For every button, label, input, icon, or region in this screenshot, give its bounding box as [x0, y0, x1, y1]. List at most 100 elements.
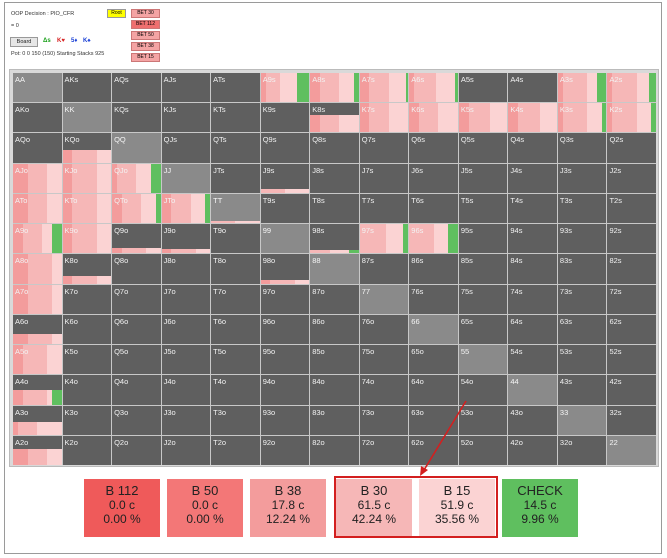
hand-cell-t9s[interactable]: T9s [260, 193, 310, 224]
hand-cell-97o[interactable]: 97o [260, 284, 310, 314]
hand-cell-aa[interactable]: AA [13, 73, 62, 103]
hand-cell-k6o[interactable]: K6o [62, 314, 112, 345]
hand-cell-77[interactable]: 77 [359, 284, 409, 314]
hand-cell-j4o[interactable]: J4o [161, 375, 211, 405]
hand-cell-kqo[interactable]: KQo [62, 133, 112, 163]
hand-cell-a7o[interactable]: A7o [13, 284, 62, 314]
hand-cell-kqs[interactable]: KQs [112, 103, 161, 133]
hand-cell-q3o[interactable]: Q3o [112, 405, 161, 435]
hand-cell-63s[interactable]: 63s [557, 314, 607, 345]
hand-cell-qjs[interactable]: QJs [161, 133, 211, 163]
hand-cell-q6o[interactable]: Q6o [112, 314, 161, 345]
hand-cell-qto[interactable]: QTo [112, 193, 161, 224]
hand-cell-a8o[interactable]: A8o [13, 254, 62, 284]
hand-cell-aqo[interactable]: AQo [13, 133, 62, 163]
hand-cell-t4o[interactable]: T4o [211, 375, 260, 405]
hand-cell-75s[interactable]: 75s [458, 284, 508, 314]
hand-cell-92o[interactable]: 92o [260, 435, 310, 465]
action-b30[interactable]: B 30 61.5 c 42.24 % [336, 479, 412, 537]
hand-cell-jto[interactable]: JTo [161, 193, 211, 224]
hand-cell-j3o[interactable]: J3o [161, 405, 211, 435]
hand-cell-t7o[interactable]: T7o [211, 284, 260, 314]
hand-cell-q5o[interactable]: Q5o [112, 345, 161, 375]
hand-cell-t4s[interactable]: T4s [508, 193, 557, 224]
hand-cell-qts[interactable]: QTs [211, 133, 260, 163]
hand-cell-95s[interactable]: 95s [458, 224, 508, 254]
hand-cell-ajs[interactable]: AJs [161, 73, 211, 103]
hand-cell-q8o[interactable]: Q8o [112, 254, 161, 284]
hand-cell-j9s[interactable]: J9s [260, 163, 310, 193]
hand-cell-t5s[interactable]: T5s [458, 193, 508, 224]
hand-cell-62o[interactable]: 62o [409, 435, 458, 465]
hand-cell-j2o[interactable]: J2o [161, 435, 211, 465]
hand-cell-a6o[interactable]: A6o [13, 314, 62, 345]
hand-cell-66[interactable]: 66 [409, 314, 458, 345]
hand-cell-86s[interactable]: 86s [409, 254, 458, 284]
hand-cell-76s[interactable]: 76s [409, 284, 458, 314]
hand-cell-94o[interactable]: 94o [260, 375, 310, 405]
hand-cell-97s[interactable]: 97s [359, 224, 409, 254]
hand-cell-k5s[interactable]: K5s [458, 103, 508, 133]
action-b15[interactable]: B 15 51.9 c 35.56 % [419, 479, 495, 537]
hand-cell-a6s[interactable]: A6s [409, 73, 458, 103]
hand-cell-42s[interactable]: 42s [607, 375, 656, 405]
hand-cell-22[interactable]: 22 [607, 435, 656, 465]
hand-cell-83o[interactable]: 83o [310, 405, 359, 435]
hand-cell-kjs[interactable]: KJs [161, 103, 211, 133]
hand-cell-t7s[interactable]: T7s [359, 193, 409, 224]
hand-cell-92s[interactable]: 92s [607, 224, 656, 254]
hand-cell-54o[interactable]: 54o [458, 375, 508, 405]
hand-cell-q2s[interactable]: Q2s [607, 133, 656, 163]
hand-cell-a8s[interactable]: A8s [310, 73, 359, 103]
hand-cell-k2o[interactable]: K2o [62, 435, 112, 465]
hand-cell-q4o[interactable]: Q4o [112, 375, 161, 405]
hand-cell-j6o[interactable]: J6o [161, 314, 211, 345]
hand-cell-93s[interactable]: 93s [557, 224, 607, 254]
hand-cell-q7s[interactable]: Q7s [359, 133, 409, 163]
hand-cell-k6s[interactable]: K6s [409, 103, 458, 133]
hand-cell-j2s[interactable]: J2s [607, 163, 656, 193]
hand-cell-k3o[interactable]: K3o [62, 405, 112, 435]
hand-cell-73o[interactable]: 73o [359, 405, 409, 435]
hand-cell-t3s[interactable]: T3s [557, 193, 607, 224]
hand-cell-94s[interactable]: 94s [508, 224, 557, 254]
hand-cell-jj[interactable]: JJ [161, 163, 211, 193]
hand-cell-t6o[interactable]: T6o [211, 314, 260, 345]
hand-cell-a5o[interactable]: A5o [13, 345, 62, 375]
hand-cell-j5o[interactable]: J5o [161, 345, 211, 375]
hand-cell-t3o[interactable]: T3o [211, 405, 260, 435]
tree-root-node[interactable]: Root [107, 9, 126, 18]
hand-cell-74s[interactable]: 74s [508, 284, 557, 314]
hand-cell-ako[interactable]: AKo [13, 103, 62, 133]
hand-cell-84o[interactable]: 84o [310, 375, 359, 405]
hand-cell-64o[interactable]: 64o [409, 375, 458, 405]
hand-cell-aqs[interactable]: AQs [112, 73, 161, 103]
hand-cell-43o[interactable]: 43o [508, 405, 557, 435]
hand-cell-k4o[interactable]: K4o [62, 375, 112, 405]
hand-cell-k5o[interactable]: K5o [62, 345, 112, 375]
hand-cell-a9s[interactable]: A9s [260, 73, 310, 103]
hand-cell-kjo[interactable]: KJo [62, 163, 112, 193]
tree-node-bet-15[interactable]: BET 15 [131, 53, 160, 62]
hand-cell-85s[interactable]: 85s [458, 254, 508, 284]
hand-cell-q2o[interactable]: Q2o [112, 435, 161, 465]
tree-node-bet-38[interactable]: BET 38 [131, 42, 160, 51]
hand-cell-52s[interactable]: 52s [607, 345, 656, 375]
hand-cell-k4s[interactable]: K4s [508, 103, 557, 133]
hand-cell-a4o[interactable]: A4o [13, 375, 62, 405]
hand-cell-96s[interactable]: 96s [409, 224, 458, 254]
hand-cell-52o[interactable]: 52o [458, 435, 508, 465]
hand-cell-55[interactable]: 55 [458, 345, 508, 375]
tree-node-bet-112[interactable]: BET 112 [131, 20, 160, 29]
hand-cell-qq[interactable]: QQ [112, 133, 161, 163]
hand-cell-q9o[interactable]: Q9o [112, 224, 161, 254]
hand-cell-65o[interactable]: 65o [409, 345, 458, 375]
hand-cell-76o[interactable]: 76o [359, 314, 409, 345]
hand-cell-62s[interactable]: 62s [607, 314, 656, 345]
hand-cell-t2o[interactable]: T2o [211, 435, 260, 465]
action-check[interactable]: CHECK 14.5 c 9.96 % [502, 479, 578, 537]
hand-cell-43s[interactable]: 43s [557, 375, 607, 405]
hand-cell-q3s[interactable]: Q3s [557, 133, 607, 163]
hand-cell-t5o[interactable]: T5o [211, 345, 260, 375]
hand-cell-ats[interactable]: ATs [211, 73, 260, 103]
